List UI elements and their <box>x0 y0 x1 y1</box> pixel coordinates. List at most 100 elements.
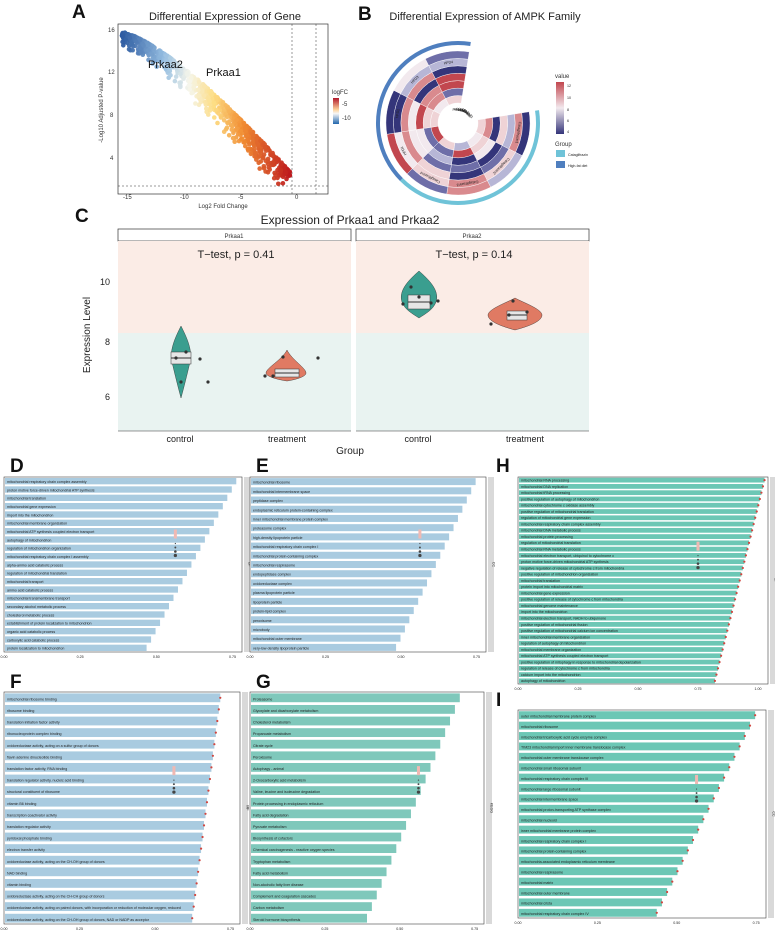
panel_f-term-label: translation factor activity, RNA binding <box>7 767 67 771</box>
panel_d-bar <box>5 511 219 518</box>
panel_f-dot <box>210 766 213 769</box>
volcano-point <box>261 152 267 157</box>
gene-label: Prkaa1 <box>453 108 464 112</box>
panel_f-bar <box>5 797 207 807</box>
volcano-point <box>193 101 198 106</box>
panel-c-ytick-8: 8 <box>105 337 110 347</box>
panel_i-term-label: mitochondrial respirasome <box>521 870 563 874</box>
panel_e-bar <box>251 542 445 550</box>
panel_g-bar <box>251 890 377 900</box>
panel_d-bar <box>5 569 187 576</box>
panel_f-bar <box>5 786 209 796</box>
panel_h-dot <box>741 566 744 570</box>
panel_h-dot <box>747 541 751 544</box>
panel_f-term-label: translation regulator activity <box>7 825 51 829</box>
panel-g-barchart: KEGG Proteasome Glyoxylate and dicarboxyla… <box>247 691 494 931</box>
volcano-point <box>198 97 203 102</box>
panel_e-axis-tick: 0.00 <box>247 655 254 659</box>
panel_e-bar <box>251 588 423 596</box>
panel_d-bar <box>5 644 147 651</box>
panel_h-term-label: regulation of autophagy of mitochondrion <box>521 642 586 646</box>
panel-c-facet-1-xtick-treatment: treatment <box>268 434 307 444</box>
panel_i-dot <box>722 776 726 779</box>
volcano-point <box>187 79 193 84</box>
panel_h-term-label: mitochondrial RNA metabolic process <box>521 548 581 552</box>
volcano-point <box>172 62 178 67</box>
panel_e-bar <box>251 478 476 486</box>
panel_f-bar <box>5 739 215 749</box>
panel_h-dot <box>726 629 729 632</box>
panel_f-bar <box>5 693 221 703</box>
volcano-point <box>273 156 279 162</box>
panel_d-bar <box>5 478 237 485</box>
volcano-point <box>221 118 227 123</box>
panel_h-dot <box>749 535 752 538</box>
volcano-point <box>121 43 126 48</box>
panel_i-legend-bar <box>695 775 699 785</box>
panel_e-bar <box>251 643 397 651</box>
panel_i-term-label: mitochondrial respiratory chain complex … <box>521 912 589 916</box>
panel_i-dot <box>686 849 689 852</box>
panel_g-strip <box>486 692 492 924</box>
panel_i-bar <box>519 742 740 751</box>
panel_h-bar <box>519 672 717 677</box>
panel_d-strip-tag: BP <box>248 562 252 567</box>
panel_h-dot <box>732 604 735 607</box>
panel_g-legend-bar <box>416 766 420 776</box>
panel_d-bar <box>5 603 170 610</box>
panel_e-strip <box>488 477 494 652</box>
panel_f-term-label: flavin adenine dinucleotide binding <box>7 755 62 759</box>
panel_g-term-label: Glyoxylate and dicarboxylate metabolism <box>253 709 318 713</box>
panel_g-bar <box>251 762 431 772</box>
panel_g-term-label: Pyruvate metabolism <box>253 825 287 829</box>
panel_g-term-label: Cholesterol metabolism <box>253 721 291 725</box>
panel_h-bar <box>519 559 745 565</box>
panel_h-bar <box>519 540 750 546</box>
panel_e-term-label: oxidoreductase complex <box>253 582 292 586</box>
panel_f-term-label: structural constituent of ribosome <box>7 790 60 794</box>
panel_h-bar <box>519 502 759 508</box>
panel_g-bar <box>251 774 426 784</box>
volcano-point <box>191 85 197 90</box>
volcano-point <box>241 121 247 126</box>
panel_d-term-label: regulation of mitochondrial translation <box>7 572 67 576</box>
panel-b-legend-tick-4: 4 <box>567 130 569 134</box>
panel_i-legend-dot <box>695 788 698 790</box>
panel_i-bar <box>519 773 725 782</box>
panel_i-dot <box>660 901 664 904</box>
panel_h-dot <box>729 617 732 620</box>
panel_h-term-label: mitochondrial DNA replication <box>521 485 568 489</box>
panel_d-bar <box>5 628 156 635</box>
panel_f-plot-area <box>3 691 241 925</box>
panel_e-bar <box>251 505 463 513</box>
panel_f-legend-dot <box>172 790 176 794</box>
panel_h-dot <box>716 667 720 670</box>
panel_h-dot <box>740 573 743 576</box>
panel-b-legend-group-0: Cataglifrazin <box>568 153 588 157</box>
panel_f-legend-dot <box>172 786 176 790</box>
panel_h-term-label: protein import into mitochondrial matrix <box>521 585 583 589</box>
panel-a-label-prkaa1: Prkaa1 <box>206 67 241 79</box>
volcano-point <box>177 80 182 86</box>
panel_d-term-label: secondary alcohol metabolic process <box>7 605 66 609</box>
panel_g-term-label: Valine, leucine and isoleucine degradati… <box>253 790 320 794</box>
volcano-point <box>257 166 263 171</box>
panel_h-bar <box>519 484 763 489</box>
panel_d-legend-dot <box>174 550 177 553</box>
panel_i-bar <box>519 888 668 896</box>
volcano-point <box>278 162 284 167</box>
sample-label: HFD4 <box>444 60 454 65</box>
volcano-point <box>129 41 135 46</box>
panel_h-dot <box>763 479 766 482</box>
panel_f-dot <box>194 893 197 897</box>
panel_e-bar <box>251 579 428 587</box>
panel_g-bar <box>251 832 402 842</box>
volcano-point <box>146 57 151 63</box>
panel_h-term-label: positive regulation of mitochondrial cal… <box>521 629 618 633</box>
panel-a-xlabel: Log2 Fold Change <box>198 204 248 210</box>
panel_g-bar <box>251 855 392 865</box>
panel_i-bar <box>519 898 662 907</box>
panel_g-axis-tick: 0.00 <box>247 927 254 931</box>
panel_e-term-label: mitochondrial ribosome <box>253 481 290 485</box>
panel_i-bar <box>519 721 750 730</box>
